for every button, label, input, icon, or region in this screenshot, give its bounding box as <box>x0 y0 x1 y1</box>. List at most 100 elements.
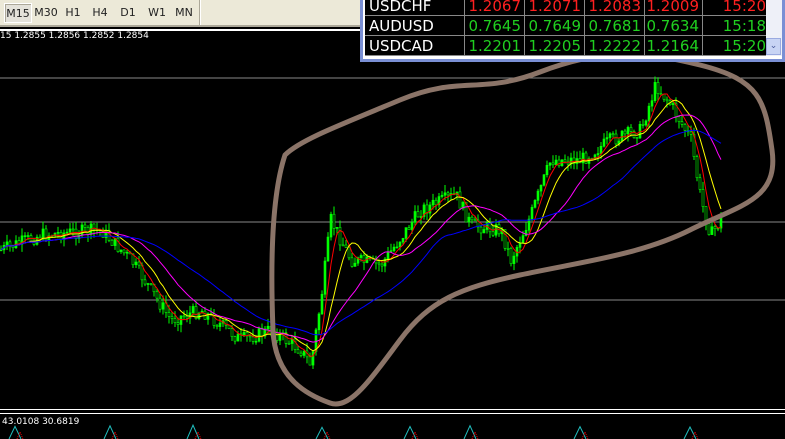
candle <box>185 316 189 319</box>
candle <box>467 216 471 223</box>
chevron-down-icon[interactable]: ⌄ <box>766 38 781 55</box>
candle <box>353 262 357 267</box>
candle <box>65 231 69 234</box>
moving-average-line <box>0 114 722 343</box>
high: 0.7681 <box>585 16 645 36</box>
symbol: AUDUSD <box>365 16 465 36</box>
low: 1.2164 <box>645 36 703 56</box>
candle <box>92 223 96 231</box>
candle <box>236 333 240 342</box>
candle <box>167 312 171 317</box>
candle <box>482 229 486 234</box>
candle <box>23 235 27 237</box>
candle <box>479 226 483 234</box>
candle <box>398 241 402 248</box>
candle <box>359 255 363 258</box>
indicator-line <box>186 423 200 439</box>
candle <box>626 127 630 135</box>
candle <box>701 189 705 207</box>
candle <box>182 315 186 318</box>
candle <box>296 349 300 354</box>
candle <box>392 246 396 251</box>
candle <box>194 306 198 319</box>
candle <box>443 192 447 196</box>
candle <box>158 297 162 310</box>
candle <box>191 306 195 314</box>
candle <box>623 130 627 135</box>
indicator-separator[interactable] <box>0 409 785 414</box>
candle <box>476 219 480 228</box>
timeframe-mn[interactable]: MN <box>175 6 193 19</box>
time: 15:20 <box>703 0 770 16</box>
candle <box>602 138 606 147</box>
candle <box>248 335 252 338</box>
market-watch-row-usdcad[interactable]: USDCAD 1.2201 1.2205 1.2222 1.2164 15:20 <box>365 36 770 56</box>
candle <box>338 227 342 246</box>
candle <box>539 184 543 192</box>
candle <box>659 93 663 95</box>
candle <box>380 263 384 267</box>
candle <box>293 338 297 350</box>
candle <box>596 153 600 156</box>
candle <box>713 226 717 229</box>
candle <box>215 325 219 327</box>
candle <box>230 328 234 337</box>
candle <box>350 257 354 267</box>
ask: 1.2071 <box>525 0 585 16</box>
indicator-signal-line <box>16 430 24 439</box>
candle <box>494 224 498 236</box>
symbol: USDCAD <box>365 36 465 56</box>
candle <box>110 239 114 246</box>
candle <box>137 261 141 266</box>
candle <box>326 236 330 262</box>
candle <box>242 332 246 336</box>
candle <box>506 247 510 250</box>
market-watch-scrollbar[interactable]: ⌄ <box>766 0 782 56</box>
timeframe-d1[interactable]: D1 <box>120 6 136 19</box>
hand-drawn-ellipse-annotation <box>269 51 776 407</box>
indicator-signal-line <box>411 430 419 439</box>
candle <box>170 316 174 319</box>
toolbar-separator <box>199 0 201 25</box>
candle <box>143 279 147 285</box>
market-watch-row-usdchf[interactable]: USDCHF 1.2067 1.2071 1.2083 1.2009 15:20 <box>365 0 770 16</box>
timeframe-m30[interactable]: M30 <box>34 6 58 19</box>
candle <box>155 291 159 299</box>
candle <box>683 124 687 131</box>
moving-average-line <box>0 129 722 336</box>
candle <box>287 343 291 345</box>
candle <box>131 253 135 266</box>
low: 0.7634 <box>645 16 703 36</box>
chart-ohlc-info: 15 1.2855 1.2856 1.2852 1.2854 <box>0 31 149 41</box>
candle <box>347 247 351 259</box>
timeframe-w1[interactable]: W1 <box>148 6 166 19</box>
candle <box>83 224 87 228</box>
candle <box>695 156 699 179</box>
timeframe-h1[interactable]: H1 <box>65 6 81 19</box>
candle <box>524 229 528 236</box>
candle <box>179 315 183 325</box>
indicator-signal-line <box>691 430 699 439</box>
indicator-line <box>463 424 477 439</box>
market-watch-row-audusd[interactable]: AUDUSD 0.7645 0.7649 0.7681 0.7634 15:18 <box>365 16 770 36</box>
time: 15:20 <box>703 36 770 56</box>
candle <box>698 177 702 190</box>
candle <box>284 332 288 344</box>
candle <box>671 103 675 105</box>
candle <box>263 328 267 337</box>
candle <box>509 248 513 264</box>
candle <box>320 293 324 315</box>
time: 15:18 <box>703 16 770 36</box>
candle <box>608 133 612 138</box>
timeframe-m15[interactable]: M15 <box>4 3 32 23</box>
bid: 0.7645 <box>465 16 525 36</box>
high: 1.2083 <box>585 0 645 16</box>
candle <box>161 302 165 310</box>
timeframe-h4[interactable]: H4 <box>92 6 108 19</box>
candle <box>491 231 495 236</box>
indicator-signal-line <box>581 430 589 439</box>
moving-average-line <box>0 93 722 357</box>
candle <box>536 190 540 201</box>
candle <box>11 245 15 249</box>
